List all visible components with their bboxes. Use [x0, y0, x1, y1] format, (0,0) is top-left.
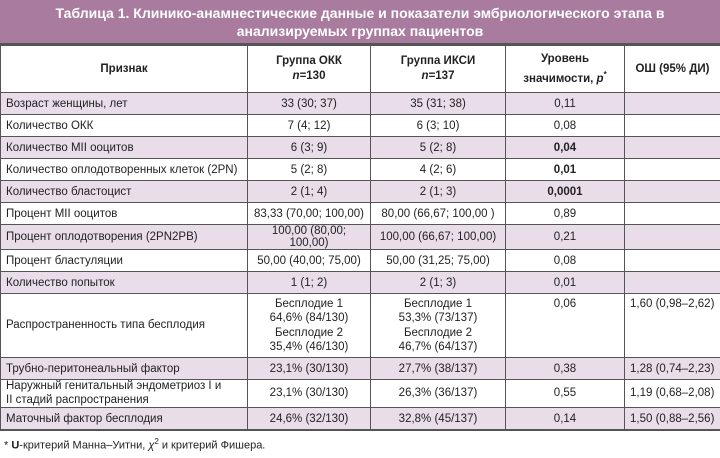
cell-p: 0,21 [506, 225, 625, 250]
cell-feature: Количество MII ооцитов [1, 137, 248, 159]
cell-okk: 2 (1; 4) [248, 181, 371, 203]
cell-p: 0,01 [506, 272, 625, 294]
footnote: * U-критерий Манна–Уитни, χ2 и критерий … [0, 431, 720, 458]
cell-okk: 5 (2; 8) [248, 159, 371, 181]
cell-p: 0,08 [506, 250, 625, 272]
cell-p: 0,08 [506, 115, 625, 137]
table-row: Процент оплодотворения (2PN2PB)100,00 (8… [1, 225, 720, 250]
cell-feature: Процент MII ооцитов [1, 203, 248, 225]
cell-p: 0,89 [506, 203, 625, 225]
cell-okk: 50,00 (40,00; 75,00) [248, 250, 371, 272]
col-feature: Признак [1, 46, 248, 93]
cell-or [625, 181, 720, 203]
cell-icsi: 100,00 (66,67; 100,00) [371, 225, 506, 250]
cell-okk: 1 (1; 2) [248, 272, 371, 294]
cell-or [625, 272, 720, 294]
cell-p: 0,0001 [506, 181, 625, 203]
cell-icsi: 50,00 (31,25; 75,00) [371, 250, 506, 272]
cell-or [625, 203, 720, 225]
col-or: ОШ (95% ДИ) [625, 46, 720, 93]
cell-feature: Процент оплодотворения (2PN2PB) [1, 225, 248, 250]
cell-okk: 100,00 (80,00; 100,00) [248, 225, 371, 250]
cell-icsi: 35 (31; 38) [371, 93, 506, 115]
cell-feature: Количество попыток [1, 272, 248, 294]
cell-icsi: 6 (3; 10) [371, 115, 506, 137]
table-row: Количество оплодотворенных клеток (2PN)5… [1, 159, 720, 181]
cell-okk: 83,33 (70,00; 100,00) [248, 203, 371, 225]
cell-icsi: 2 (1; 3) [371, 181, 506, 203]
cell-feature: Количество оплодотворенных клеток (2PN) [1, 159, 248, 181]
cell-or [625, 115, 720, 137]
cell-icsi: 5 (2; 8) [371, 137, 506, 159]
cell-icsi: 80,00 (66,67; 100,00 ) [371, 203, 506, 225]
cell-icsi: 4 (2; 6) [371, 159, 506, 181]
table-row: Трубно-перитонеальный фактор 23,1% (30/1… [1, 358, 720, 380]
table-title: Таблица 1. Клинико-анамнестические данны… [0, 0, 720, 45]
cell-feature: Возраст женщины, лет [1, 93, 248, 115]
cell-or [625, 225, 720, 250]
cell-feature: Процент бластуляции [1, 250, 248, 272]
cell-okk: 6 (3; 9) [248, 137, 371, 159]
cell-or [625, 137, 720, 159]
cell-icsi: 2 (1; 3) [371, 272, 506, 294]
cell-okk: 33 (30; 37) [248, 93, 371, 115]
cell-feature: Количество бластоцист [1, 181, 248, 203]
cell-p: 0,04 [506, 137, 625, 159]
cell-p: 0,01 [506, 159, 625, 181]
cell-feature: Количество ОКК [1, 115, 248, 137]
table-row: Маточный фактор бесплодия 24,6% (32/130)… [1, 408, 720, 431]
table-row: Распространенность типа бесплодия Беспло… [1, 294, 720, 358]
cell-or [625, 159, 720, 181]
cell-or [625, 250, 720, 272]
cell-or [625, 93, 720, 115]
cell-p: 0,11 [506, 93, 625, 115]
cell-okk: 7 (4; 12) [248, 115, 371, 137]
